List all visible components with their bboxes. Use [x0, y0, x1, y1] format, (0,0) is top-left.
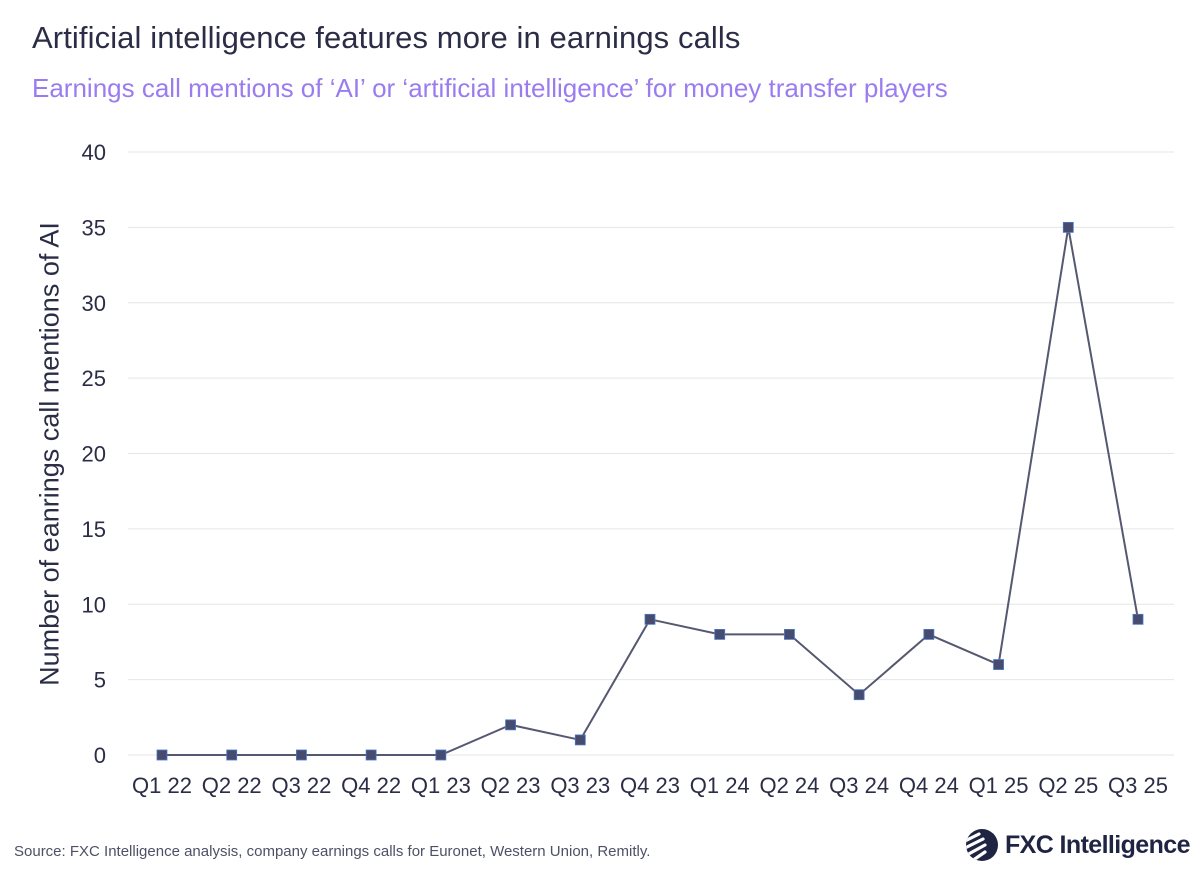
data-point-marker [226, 749, 238, 761]
x-tick-label: Q2 24 [759, 773, 819, 798]
x-tick-label: Q2 25 [1038, 773, 1098, 798]
y-tick-label: 5 [94, 668, 106, 693]
data-point-marker [156, 749, 168, 761]
x-tick-label: Q2 22 [202, 773, 262, 798]
data-point-marker [1132, 613, 1144, 625]
y-axis-ticks: 0 5 10 15 20 25 30 35 40 [82, 140, 106, 768]
data-point-marker [993, 659, 1004, 670]
y-tick-label: 30 [82, 291, 106, 316]
chart-subtitle: Earnings call mentions of ‘AI’ or ‘artif… [32, 73, 948, 103]
y-tick-label: 10 [82, 592, 106, 617]
data-markers [156, 221, 1144, 761]
logo-text: FXC Intelligence [1005, 830, 1190, 859]
y-tick-label: 35 [82, 215, 106, 240]
data-point-marker [923, 629, 935, 640]
data-point-marker [574, 734, 586, 746]
x-tick-label: Q4 22 [341, 773, 401, 798]
data-point-marker [644, 613, 656, 625]
data-point-marker [365, 749, 377, 761]
data-point-marker [784, 629, 795, 640]
x-tick-label: Q1 22 [132, 773, 192, 798]
series-line [162, 227, 1139, 756]
fxc-logo: FXC Intelligence [965, 828, 1190, 862]
x-tick-label: Q1 24 [690, 773, 750, 798]
y-tick-label: 0 [94, 743, 106, 768]
x-axis-ticks: Q1 22 Q2 22 Q3 22 Q4 22 Q1 23 Q2 23 Q3 23 Q4 23… [132, 773, 1168, 798]
source-note: Source: FXC Intelligence analysis, compa… [14, 843, 651, 860]
x-tick-label: Q2 23 [481, 773, 541, 798]
data-point-marker [435, 749, 447, 761]
y-tick-label: 40 [82, 140, 106, 165]
x-tick-label: Q1 23 [411, 773, 471, 798]
y-tick-label: 25 [82, 366, 106, 391]
data-point-marker [853, 689, 865, 701]
x-tick-label: Q1 25 [969, 773, 1029, 798]
x-tick-label: Q4 24 [899, 773, 959, 798]
x-tick-label: Q3 23 [550, 773, 610, 798]
fxc-globe-icon [966, 829, 998, 861]
data-point-marker [505, 719, 516, 731]
data-point-marker [296, 749, 307, 761]
x-tick-label: Q4 23 [620, 773, 680, 798]
chart-title: Artificial intelligence features more in… [32, 20, 741, 55]
gridlines [128, 151, 1174, 756]
data-point-marker [714, 629, 726, 640]
y-tick-label: 20 [82, 442, 106, 467]
x-tick-label: Q3 25 [1108, 773, 1168, 798]
x-tick-label: Q3 22 [271, 773, 331, 798]
data-point-marker [1062, 221, 1074, 233]
x-tick-label: Q3 24 [829, 773, 889, 798]
y-tick-label: 15 [82, 517, 106, 542]
